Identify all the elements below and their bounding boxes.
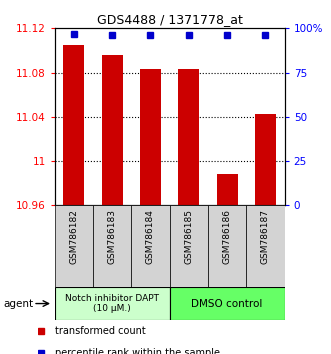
Text: GSM786182: GSM786182 xyxy=(69,209,78,264)
Text: DMSO control: DMSO control xyxy=(191,298,263,309)
Text: Notch inhibitor DAPT
(10 μM.): Notch inhibitor DAPT (10 μM.) xyxy=(65,294,159,313)
Bar xyxy=(208,205,246,287)
Text: GSM786184: GSM786184 xyxy=(146,209,155,264)
Text: GSM786185: GSM786185 xyxy=(184,209,193,264)
Bar xyxy=(102,55,123,205)
Bar xyxy=(131,205,169,287)
Text: GSM786187: GSM786187 xyxy=(261,209,270,264)
Bar xyxy=(63,45,84,205)
Bar xyxy=(93,205,131,287)
Bar xyxy=(169,205,208,287)
Text: GSM786183: GSM786183 xyxy=(108,209,117,264)
Bar xyxy=(140,69,161,205)
Bar xyxy=(55,287,169,320)
Text: percentile rank within the sample: percentile rank within the sample xyxy=(55,348,220,354)
Bar xyxy=(246,205,285,287)
Text: GSM786186: GSM786186 xyxy=(223,209,232,264)
Bar xyxy=(178,69,199,205)
Text: transformed count: transformed count xyxy=(55,326,146,336)
Bar xyxy=(55,205,93,287)
Text: agent: agent xyxy=(3,298,33,309)
Bar xyxy=(216,175,238,205)
Bar xyxy=(255,114,276,205)
Bar xyxy=(169,287,285,320)
Title: GDS4488 / 1371778_at: GDS4488 / 1371778_at xyxy=(97,13,243,26)
